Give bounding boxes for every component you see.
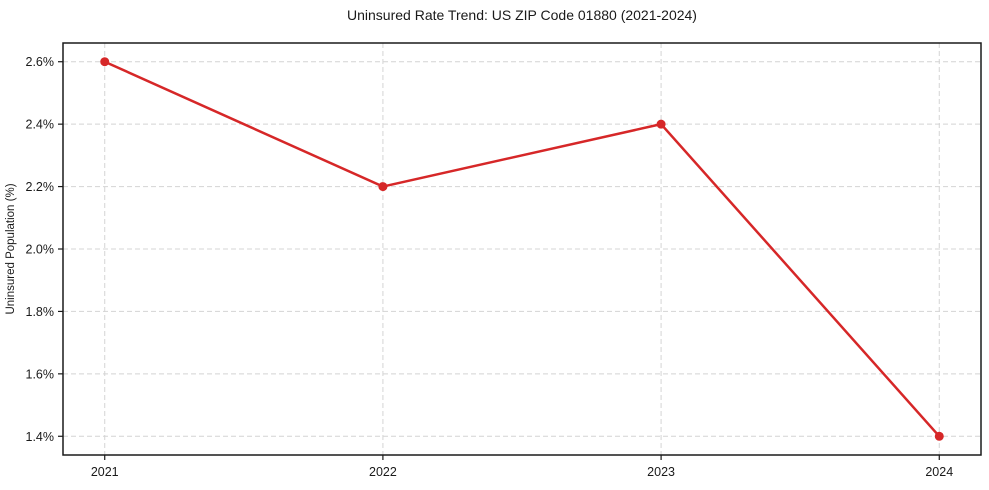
y-tick-label: 1.4%: [26, 430, 55, 444]
x-tick-label: 2022: [369, 465, 397, 479]
grid-layer: [63, 43, 981, 455]
data-point-marker: [100, 57, 110, 67]
y-tick-label: 2.0%: [26, 243, 55, 257]
y-tick-label: 2.2%: [26, 180, 55, 194]
data-point-marker: [656, 119, 666, 129]
trend-line: [103, 60, 941, 438]
x-tick-label: 2023: [647, 465, 675, 479]
series-layer: [100, 57, 944, 441]
y-tick-label: 1.6%: [26, 367, 55, 381]
data-point-marker: [378, 182, 388, 192]
y-tick-label: 1.8%: [26, 305, 55, 319]
x-tick-label: 2021: [91, 465, 119, 479]
x-tick-label: 2024: [925, 465, 953, 479]
y-tick-label: 2.6%: [26, 55, 55, 69]
tick-layer: 1.4% 1.6% 1.8% 2.0% 2.2% 2.4% 2.6% 2021 2022 2023…: [26, 55, 954, 479]
chart-title: Uninsured Rate Trend: US ZIP Code 01880 …: [347, 7, 697, 23]
y-axis-label: Uninsured Population (%): [5, 183, 17, 314]
data-point-marker: [934, 431, 944, 441]
y-tick-label: 2.4%: [26, 118, 55, 132]
